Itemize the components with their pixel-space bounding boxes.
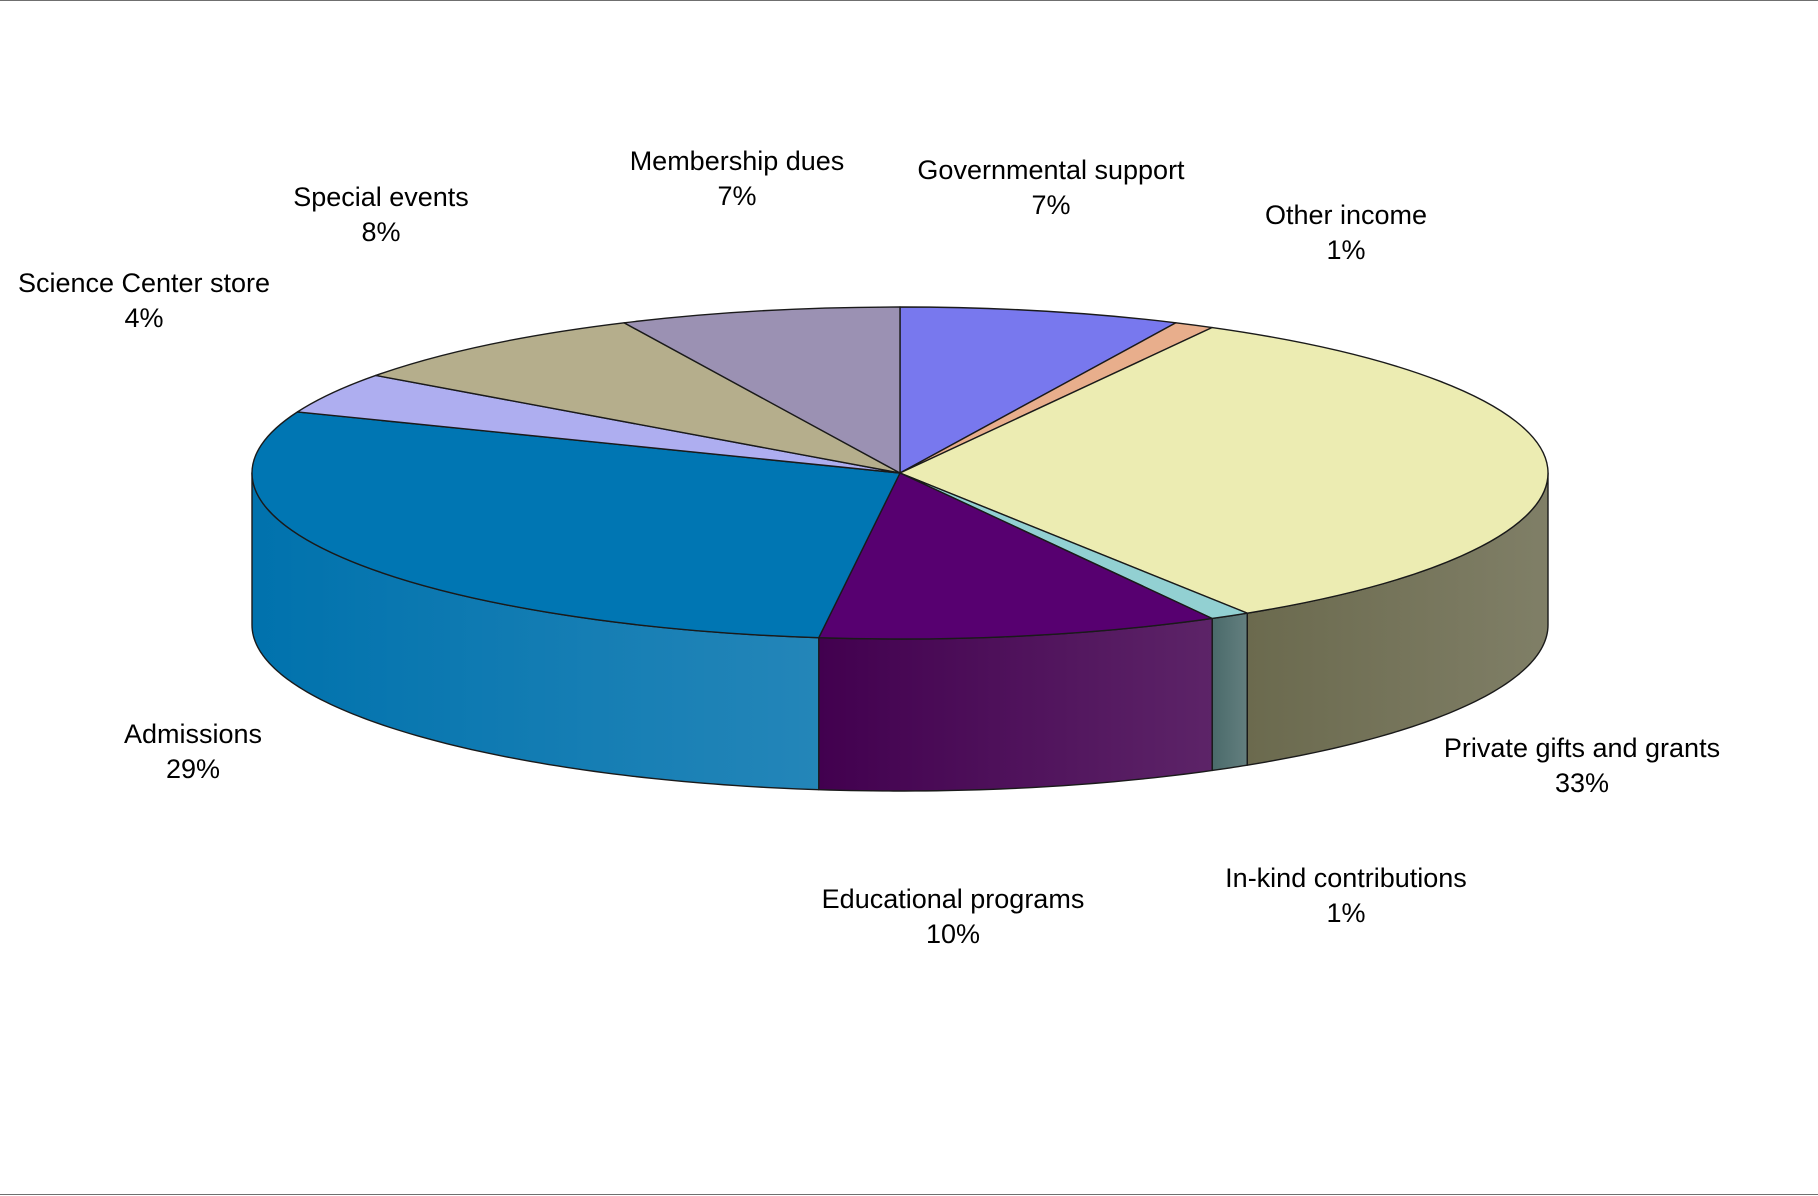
slice-label-name: In-kind contributions — [1225, 863, 1467, 893]
slice-label-percent: 7% — [1031, 190, 1070, 220]
pie-side-in-kind-contributions — [1211, 612, 1248, 772]
pie-slice-admissions — [251, 411, 901, 639]
pie-slice-private-gifts-and-grants — [899, 326, 1549, 614]
slice-label-name: Educational programs — [822, 884, 1085, 914]
slice-label-percent: 10% — [926, 919, 980, 949]
slice-label-private-gifts-and-grants: Private gifts and grants 33% — [1444, 733, 1720, 798]
slice-label-name: Science Center store — [18, 268, 270, 298]
slice-label-membership-dues: Membership dues 7% — [630, 146, 845, 211]
slice-label-percent: 4% — [124, 303, 163, 333]
pie-side-educational-programs — [818, 617, 1213, 792]
slice-label-percent: 29% — [166, 754, 220, 784]
slice-label-percent: 33% — [1555, 768, 1609, 798]
slice-label-in-kind-contributions: In-kind contributions 1% — [1225, 863, 1467, 928]
slice-label-name: Special events — [293, 182, 469, 212]
slice-label-governmental-support: Governmental support 7% — [917, 155, 1185, 220]
slice-label-admissions: Admissions 29% — [124, 719, 262, 784]
pie-slice-governmental-support — [899, 306, 1177, 474]
slice-label-special-events: Special events 8% — [293, 182, 469, 247]
slice-label-educational-programs: Educational programs 10% — [822, 884, 1085, 949]
slice-label-name: Admissions — [124, 719, 262, 749]
slice-label-percent: 1% — [1326, 235, 1365, 265]
pie-tops — [251, 306, 1549, 640]
pie-slice-special-events — [375, 322, 901, 474]
slice-label-name: Governmental support — [917, 155, 1185, 185]
slice-label-percent: 1% — [1326, 898, 1365, 928]
slice-label-science-center-store: Science Center store 4% — [18, 268, 270, 333]
pie-sides — [251, 472, 1549, 792]
slice-label-percent: 8% — [361, 217, 400, 247]
slice-label-other-income: Other income 1% — [1265, 200, 1427, 265]
pie-labels: Governmental support 7% Other income 1% Priv… — [18, 146, 1720, 949]
slice-label-name: Other income — [1265, 200, 1427, 230]
pie-slice-educational-programs — [818, 472, 1213, 640]
slice-label-percent: 7% — [717, 181, 756, 211]
pie-slice-membership-dues — [623, 306, 901, 474]
slice-label-name: Membership dues — [630, 146, 845, 176]
slice-label-name: Private gifts and grants — [1444, 733, 1720, 763]
